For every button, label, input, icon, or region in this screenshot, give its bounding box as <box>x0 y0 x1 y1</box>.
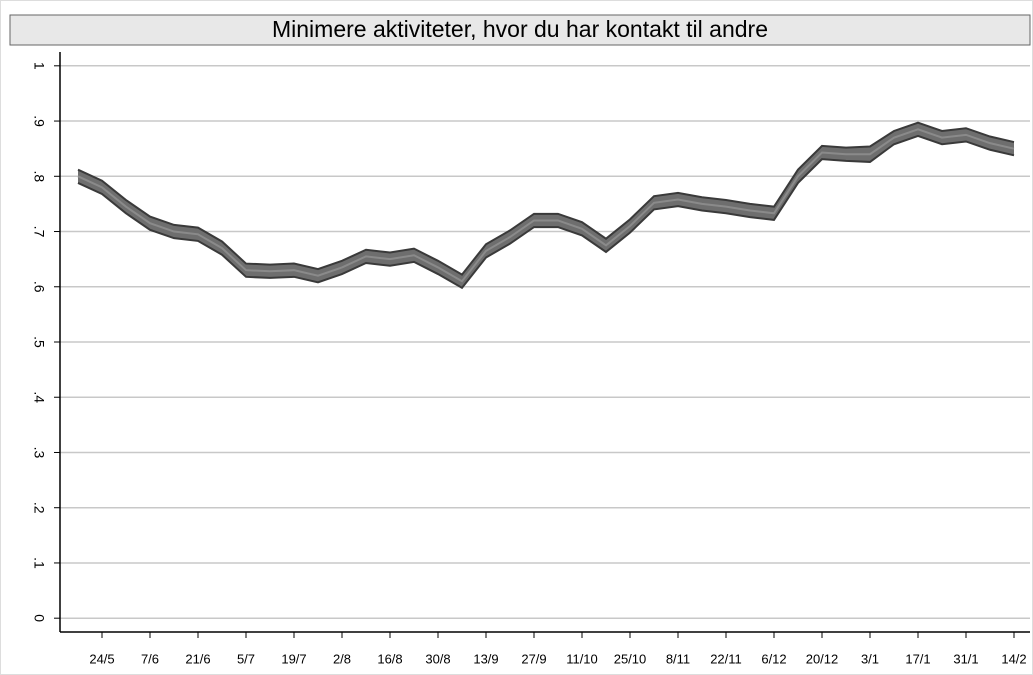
x-tick-label: 30/8 <box>425 651 450 666</box>
y-tick-label: .6 <box>31 281 47 293</box>
y-tick-label: .7 <box>31 226 47 238</box>
x-tick-label: 14/2 <box>1001 651 1026 666</box>
x-tick-label: 16/8 <box>377 651 402 666</box>
x-tick-label: 6/12 <box>761 651 786 666</box>
y-tick-label: 0 <box>31 614 47 622</box>
ci-edge <box>77 134 1015 290</box>
x-tick-label: 20/12 <box>806 651 839 666</box>
x-tick-label: 21/6 <box>185 651 210 666</box>
x-tick-label: 24/5 <box>89 651 114 666</box>
line <box>77 128 1015 283</box>
x-tick-label: 7/6 <box>141 651 159 666</box>
y-tick-label: .9 <box>31 115 47 127</box>
y-tick-label: 1 <box>31 62 47 70</box>
y-tick-label: .1 <box>31 557 47 569</box>
y-tick-label: .8 <box>31 170 47 182</box>
x-tick-label: 2/8 <box>333 651 351 666</box>
x-tick-label: 13/9 <box>473 651 498 666</box>
x-tick-label: 31/1 <box>953 651 978 666</box>
x-tick-label: 5/7 <box>237 651 255 666</box>
x-tick-label: 27/9 <box>521 651 546 666</box>
y-tick-label: .3 <box>31 447 47 459</box>
y-tick-label: .2 <box>31 502 47 514</box>
x-tick-label: 22/11 <box>710 651 742 666</box>
x-tick-label: 8/11 <box>666 651 690 666</box>
y-tick-label: .5 <box>31 336 47 348</box>
x-tick-label: 25/10 <box>614 651 647 666</box>
x-tick-label: 19/7 <box>281 651 306 666</box>
ci-edge <box>77 121 1015 276</box>
x-tick-label: 17/1 <box>905 651 930 666</box>
x-tick-label: 11/10 <box>566 651 598 666</box>
x-tick-label: 3/1 <box>861 651 879 666</box>
title-bar <box>9 14 1031 46</box>
chart-title: Minimere aktiviteter, hvor du har kontak… <box>272 16 768 42</box>
y-tick-label: .4 <box>31 391 47 403</box>
